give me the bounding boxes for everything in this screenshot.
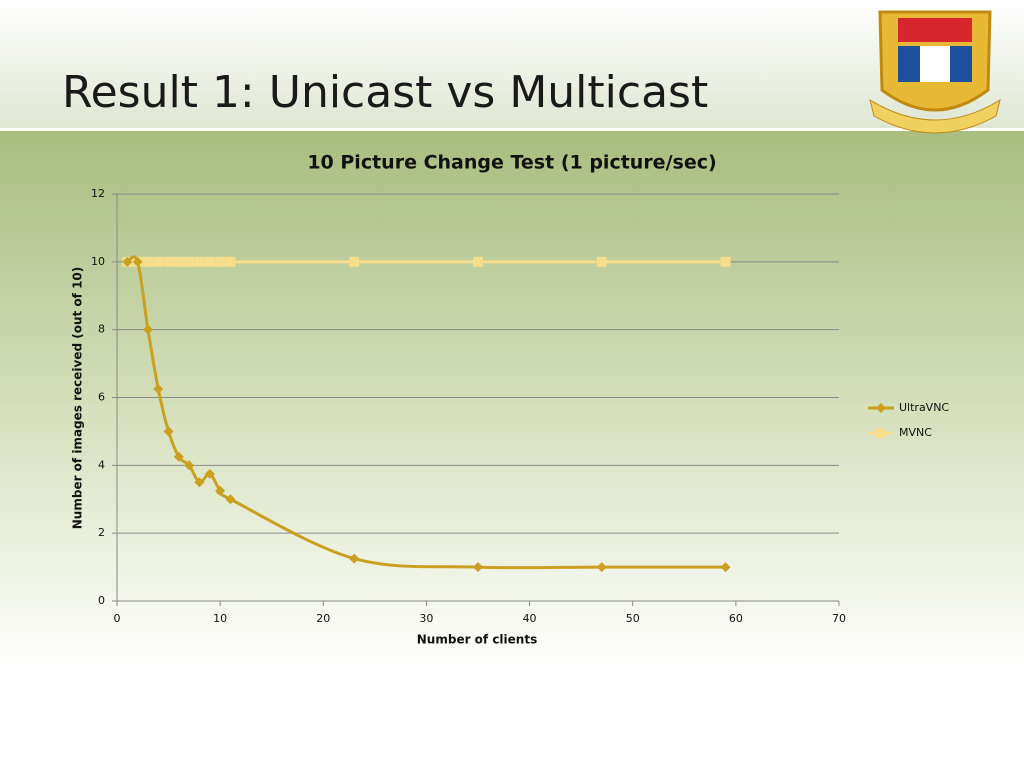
marker — [596, 256, 607, 267]
marker — [153, 256, 164, 267]
x-tick-label: 60 — [729, 612, 743, 625]
x-tick-label: 20 — [316, 612, 330, 625]
y-tick-label: 6 — [98, 391, 105, 404]
y-tick-label: 10 — [91, 255, 105, 268]
marker — [132, 256, 143, 267]
y-tick-label: 8 — [98, 323, 105, 336]
marker — [720, 256, 731, 267]
y-tick-label: 12 — [91, 187, 105, 200]
logo — [869, 10, 1001, 134]
marker — [215, 485, 226, 496]
marker — [122, 256, 133, 267]
divider — [0, 128, 1024, 131]
legend-marker — [876, 403, 886, 413]
marker — [194, 256, 205, 267]
marker — [142, 324, 153, 335]
legend-label: MVNC — [899, 426, 932, 439]
footer-bg — [0, 671, 1024, 768]
marker — [204, 256, 215, 267]
body-bg — [0, 131, 1024, 671]
marker — [173, 256, 184, 267]
x-tick-label: 70 — [832, 612, 846, 625]
y-axis-label: Number of images received (out of 10) — [71, 267, 85, 529]
chart-title: 10 Picture Change Test (1 picture/sec) — [307, 152, 716, 174]
x-axis-label: Number of clients — [417, 633, 537, 647]
marker — [720, 562, 731, 573]
marker — [173, 451, 184, 462]
marker — [473, 562, 483, 573]
slide-title: Result 1: Unicast vs Multicast — [62, 67, 708, 118]
marker — [184, 256, 195, 267]
x-tick-label: 0 — [114, 612, 121, 625]
legend-label: UltraVNC — [899, 401, 949, 414]
x-tick-label: 30 — [419, 612, 433, 625]
marker — [349, 256, 360, 267]
header-bg — [0, 0, 1024, 128]
marker — [153, 384, 164, 395]
x-tick-label: 50 — [626, 612, 640, 625]
marker — [473, 256, 483, 267]
marker — [184, 460, 195, 471]
y-tick-label: 4 — [98, 458, 105, 471]
y-tick-label: 0 — [98, 594, 105, 607]
legend-marker — [876, 428, 886, 438]
x-tick-label: 10 — [213, 612, 227, 625]
marker — [215, 256, 226, 267]
y-tick-label: 2 — [98, 526, 105, 539]
marker — [163, 426, 174, 437]
marker — [142, 256, 153, 267]
marker — [225, 256, 236, 267]
marker — [194, 477, 205, 488]
marker — [225, 494, 236, 505]
marker — [596, 562, 607, 573]
marker — [204, 468, 215, 479]
x-tick-label: 40 — [523, 612, 537, 625]
marker — [163, 256, 174, 267]
marker — [349, 553, 360, 564]
